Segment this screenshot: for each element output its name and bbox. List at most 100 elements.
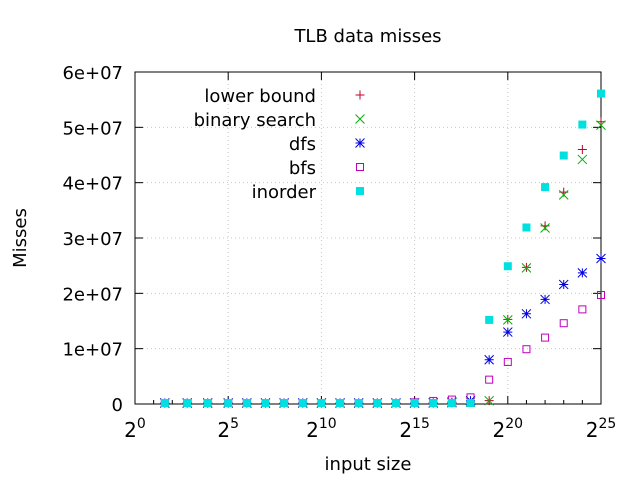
legend-marker [356,187,364,195]
y-axis-label: Misses [10,208,31,268]
x-tick-labels: 20 25 210 215 220 225 [124,416,616,442]
series-lower-bound [160,117,606,408]
x-tick-label: 210 [306,416,337,442]
data-point [298,399,307,407]
series-dfs [159,253,606,408]
legend-entry: dfs [289,134,365,155]
y-tick-label: 3e+07 [62,229,123,250]
x-axis-label: input size [325,454,412,475]
x-tick-base: 2 [586,418,599,442]
data-point [596,120,606,130]
data-point [558,279,569,290]
data-point [391,399,400,407]
x-tick-exponent: 0 [137,416,146,432]
x-tick-base: 2 [399,418,412,442]
data-point [466,399,475,407]
legend-entry: inorder [252,182,364,203]
legend-marker [355,138,365,148]
x-tick-label: 20 [124,416,146,442]
data-point [410,399,419,407]
data-point [577,268,588,278]
x-tick-exponent: 20 [505,416,523,432]
data-point [503,262,512,271]
legend-label: binary search [194,110,316,131]
data-point [261,399,270,407]
legend-marker [355,114,365,124]
x-tick-exponent: 5 [230,416,239,432]
data-point [558,189,569,200]
x-tick-label: 220 [493,416,524,442]
x-tick-label: 225 [586,416,617,442]
data-point [224,399,233,407]
data-point [354,399,363,407]
x-tick-base: 2 [217,418,230,442]
data-point [577,144,587,154]
data-point [540,221,550,231]
series-binary-search [159,120,606,408]
data-point [160,399,169,407]
data-point [203,399,212,407]
data-point [447,399,456,407]
legend-marker [355,90,365,100]
y-tick-label: 1e+07 [62,340,123,361]
data-point [502,315,513,325]
y-tick-labels: 0 1e+07 2e+07 3e+07 4e+07 5e+07 6e+07 [62,63,123,416]
legend-entry: bfs [289,158,364,179]
data-point [541,333,550,342]
data-point [485,315,494,324]
data-point [597,89,605,98]
data-point [373,399,382,407]
data-point [521,263,532,273]
data-point [577,154,588,165]
data-point [522,345,531,354]
x-tick-base: 2 [306,418,319,442]
data-point [280,399,289,407]
data-point [522,223,531,232]
data-point [521,308,532,319]
legend-entry: binary search [194,110,365,131]
legend-label: dfs [289,134,316,155]
x-tick-exponent: 10 [319,416,337,432]
y-tick-label: 4e+07 [62,174,123,195]
data-point [429,399,438,407]
x-tick-exponent: 25 [598,416,616,432]
y-tick-label: 2e+07 [62,284,123,305]
x-tick-base: 2 [493,418,506,442]
data-point [578,120,587,129]
series-layer [159,89,606,408]
y-tick-label: 0 [112,395,123,416]
data-point [597,290,605,299]
data-point [578,305,587,314]
legend-marker [356,163,364,171]
data-point [596,253,606,264]
data-point [541,183,550,192]
series-inorder [160,89,605,407]
data-point [540,223,550,233]
data-point [242,399,251,407]
x-tick-label: 25 [217,416,239,442]
x-tick-label: 215 [399,416,430,442]
data-point [485,375,494,384]
x-tick-exponent: 15 [412,416,430,432]
legend-label: lower bound [204,86,316,107]
data-point [559,319,568,328]
x-tick-base: 2 [124,418,137,442]
data-point [183,399,192,407]
y-tick-label: 6e+07 [62,63,123,84]
grid-lines [135,72,601,404]
data-point [540,294,550,305]
data-point [559,151,568,160]
data-point [317,399,326,407]
data-point [502,327,513,337]
data-point [336,399,345,407]
legend: lower bound binary search dfs bfs inorder [194,86,365,203]
data-point [484,354,495,365]
legend-entry: lower bound [204,86,365,107]
legend-label: inorder [252,182,317,203]
legend-label: bfs [289,158,316,179]
y-tick-label: 5e+07 [62,118,123,139]
data-point [503,357,512,366]
chart-title: TLB data misses [293,26,441,47]
data-point [484,395,495,406]
